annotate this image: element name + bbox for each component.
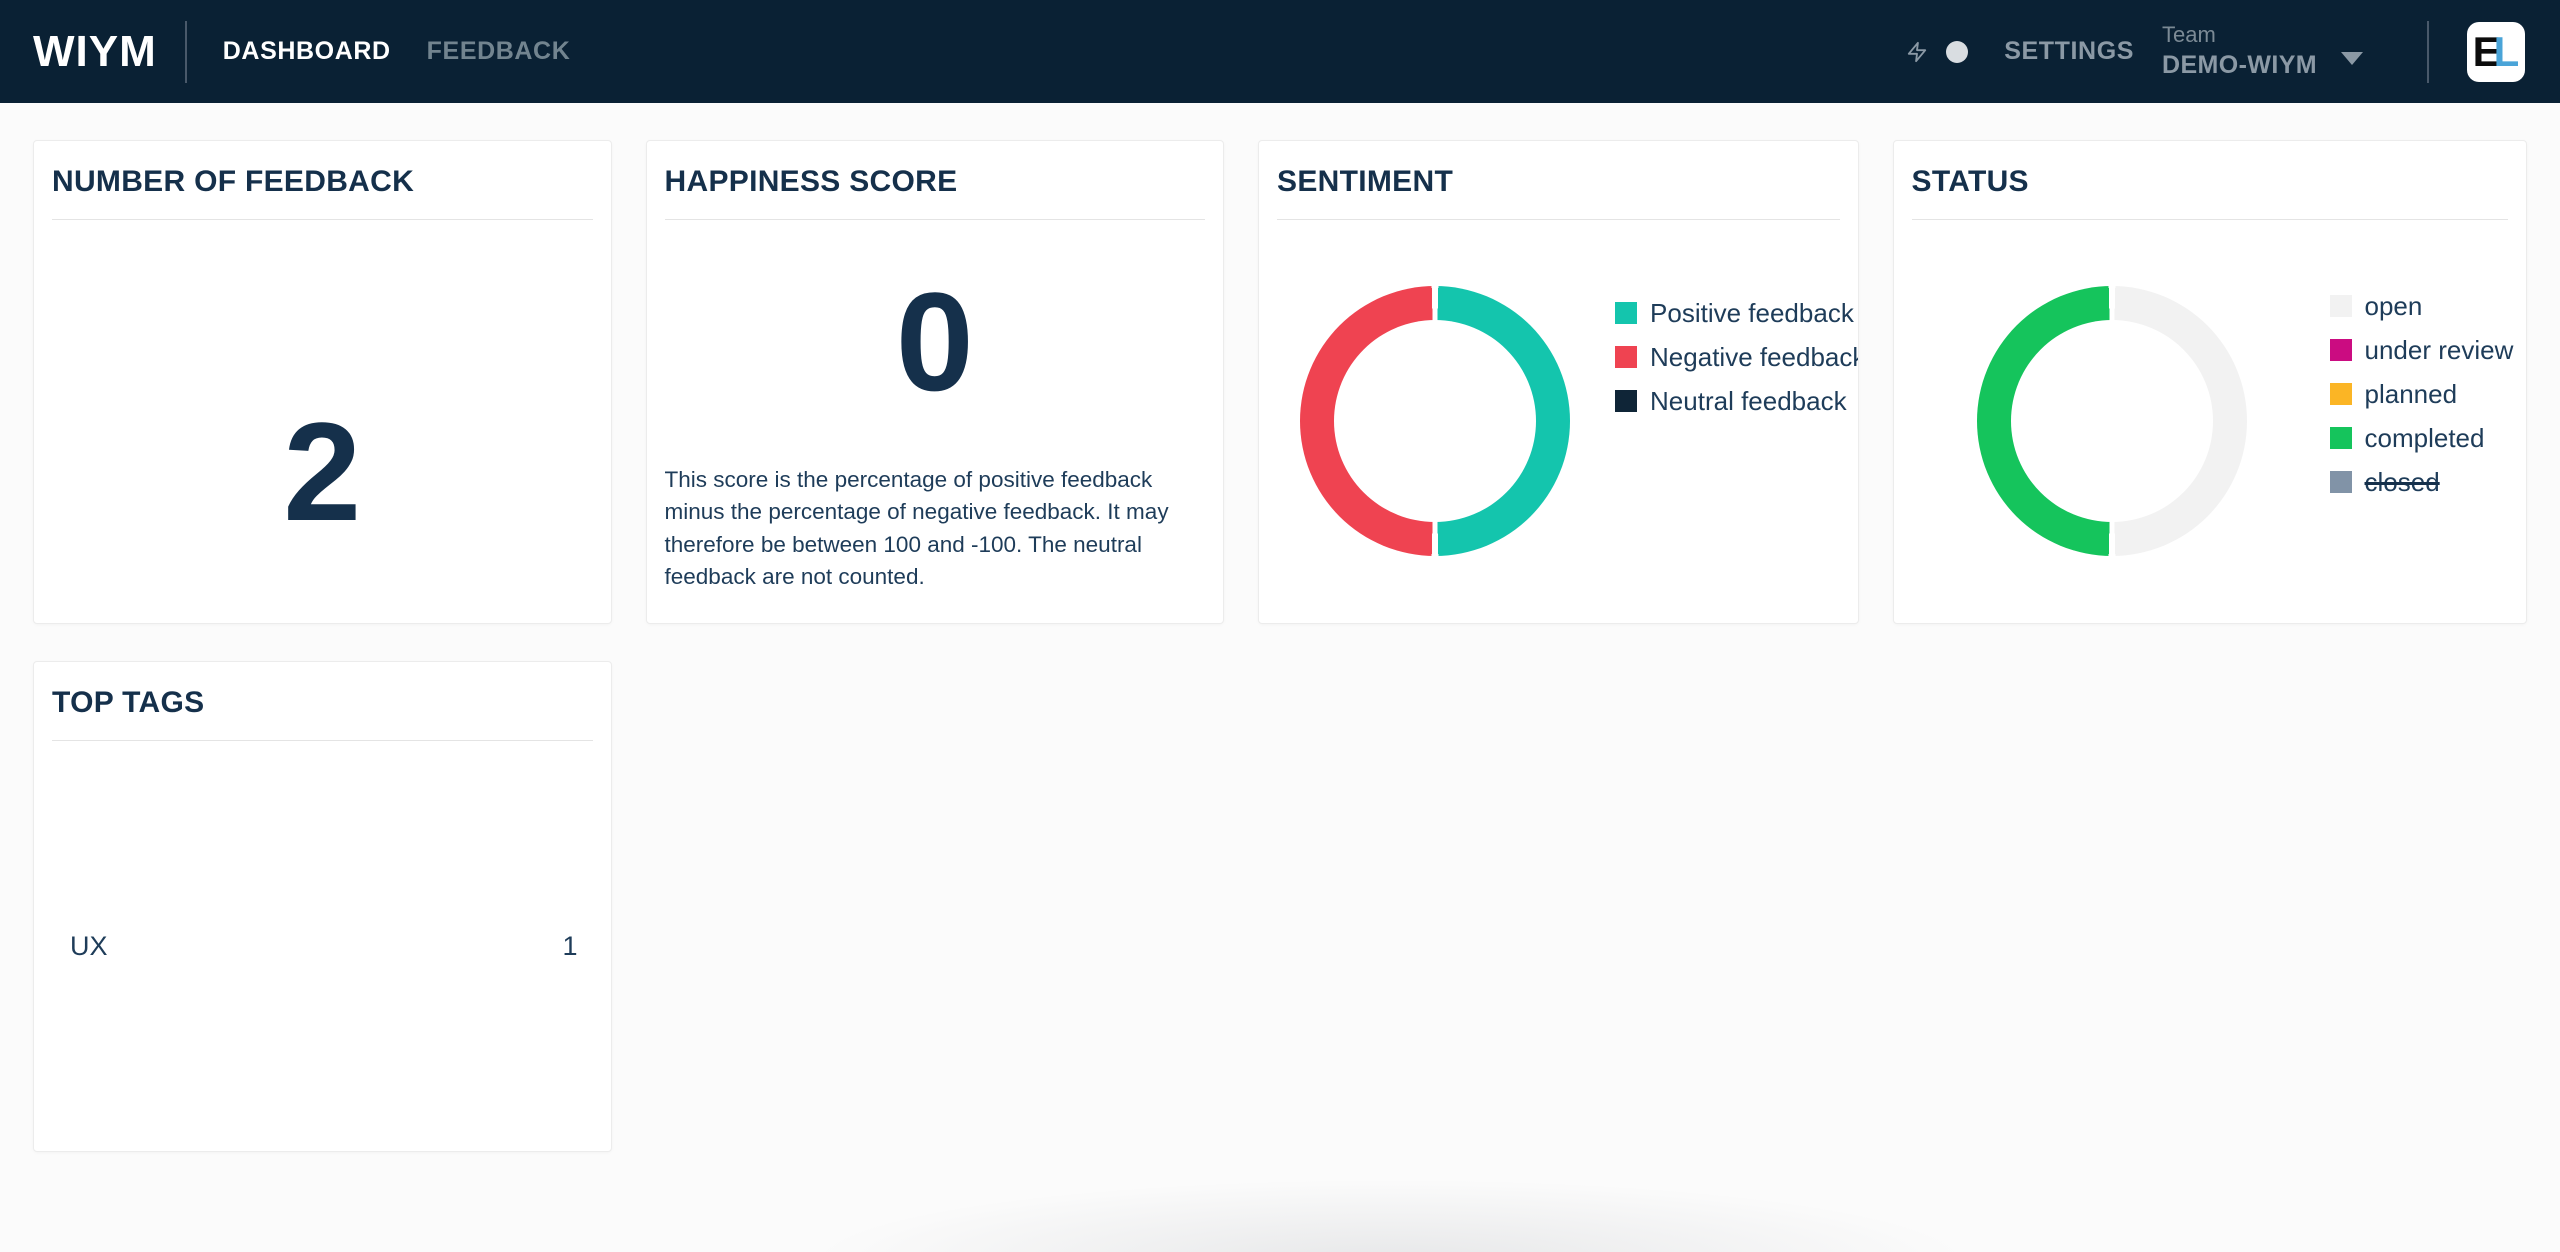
happiness-score-value: 0	[895, 263, 974, 421]
sentiment-donut-chart[interactable]	[1300, 286, 1571, 556]
caret-down-icon[interactable]	[2341, 52, 2363, 65]
card-title: SENTIMENT	[1277, 165, 1454, 198]
legend-swatch	[1615, 346, 1638, 368]
legend-item-neutral[interactable]: Neutral feedback	[1615, 385, 1857, 416]
legend-item-open[interactable]: open	[2329, 290, 2514, 321]
card-happiness-score: HAPPINESS SCORE 0 This score is the perc…	[645, 140, 1225, 624]
team-name: DEMO-WIYM	[2162, 51, 2317, 80]
donut-hole	[1334, 320, 1537, 522]
card-divider	[1911, 219, 2508, 220]
sentiment-legend: Positive feedback Negative feedback Neut…	[1615, 297, 1859, 623]
legend-label: under review	[2364, 334, 2514, 365]
legend-swatch	[2329, 339, 2352, 361]
circle-status-icon[interactable]	[1946, 40, 1969, 63]
card-divider	[52, 740, 593, 741]
avatar-letter-e: E	[2472, 27, 2501, 75]
happiness-score-description: This score is the percentage of positive…	[664, 467, 1169, 589]
team-switcher[interactable]: Team DEMO-WIYM	[2162, 21, 2317, 80]
card-status: STATUS open under review	[1892, 140, 2527, 624]
legend-item-closed[interactable]: closed	[2329, 466, 2514, 497]
feedback-count-value: 2	[283, 392, 362, 550]
legend-item-completed[interactable]: completed	[2329, 422, 2514, 453]
top-nav: WIYM DASHBOARD FEEDBACK SETTINGS Team DE…	[0, 0, 2560, 103]
team-label: Team	[2162, 21, 2216, 47]
card-divider	[1277, 219, 1840, 220]
legend-swatch	[2329, 383, 2352, 405]
card-sentiment: SENTIMENT Positive feedback Negative fee…	[1258, 140, 1859, 624]
card-title: HAPPINESS SCORE	[664, 165, 958, 198]
avatar[interactable]: E L	[2467, 21, 2525, 82]
legend-item-under-review[interactable]: under review	[2329, 334, 2514, 365]
card-number-of-feedback: NUMBER OF FEEDBACK 2	[33, 140, 612, 624]
donut-hole	[2010, 320, 2213, 522]
legend-label: completed	[2364, 422, 2485, 453]
avatar-letter-l: L	[2493, 27, 2520, 75]
legend-swatch	[2329, 471, 2352, 493]
status-donut-chart[interactable]	[1976, 286, 2247, 556]
card-title: NUMBER OF FEEDBACK	[52, 165, 415, 198]
tag-list: UX 1	[34, 741, 611, 1151]
legend-label: Negative feedback	[1650, 341, 1859, 372]
tab-feedback[interactable]: FEEDBACK	[426, 37, 571, 65]
app-logo[interactable]: WIYM	[33, 26, 157, 76]
dashboard-grid: NUMBER OF FEEDBACK 2 HAPPINESS SCORE 0 T…	[0, 103, 2560, 1152]
lightning-icon[interactable]	[1906, 35, 1928, 69]
legend-label: open	[2364, 290, 2423, 321]
nav-divider	[184, 20, 187, 83]
status-legend: open under review planned completed	[2329, 290, 2514, 623]
settings-link[interactable]: SETTINGS	[2004, 37, 2135, 65]
tag-count: 1	[562, 930, 578, 961]
legend-swatch	[2329, 427, 2352, 449]
nav-divider	[2427, 20, 2429, 83]
tag-row[interactable]: UX 1	[34, 919, 611, 973]
card-divider	[664, 219, 1206, 220]
tag-name: UX	[70, 930, 108, 961]
legend-label: closed	[2364, 466, 2440, 497]
tab-dashboard[interactable]: DASHBOARD	[222, 37, 391, 65]
bottom-ambient-shadow	[640, 1162, 2140, 1252]
card-title: TOP TAGS	[52, 686, 205, 719]
card-top-tags: TOP TAGS UX 1	[33, 661, 612, 1152]
main-nav-tabs: DASHBOARD FEEDBACK	[223, 37, 571, 66]
card-title: STATUS	[1911, 165, 2029, 198]
legend-label: Positive feedback	[1650, 297, 1854, 328]
card-divider	[52, 219, 593, 220]
legend-label: planned	[2364, 378, 2458, 409]
legend-swatch	[1615, 390, 1638, 412]
legend-item-planned[interactable]: planned	[2329, 378, 2514, 409]
legend-swatch	[2329, 295, 2352, 317]
legend-item-positive[interactable]: Positive feedback	[1615, 297, 1857, 328]
legend-swatch	[1615, 302, 1638, 324]
legend-item-negative[interactable]: Negative feedback	[1615, 341, 1859, 372]
legend-label: Neutral feedback	[1650, 385, 1847, 416]
